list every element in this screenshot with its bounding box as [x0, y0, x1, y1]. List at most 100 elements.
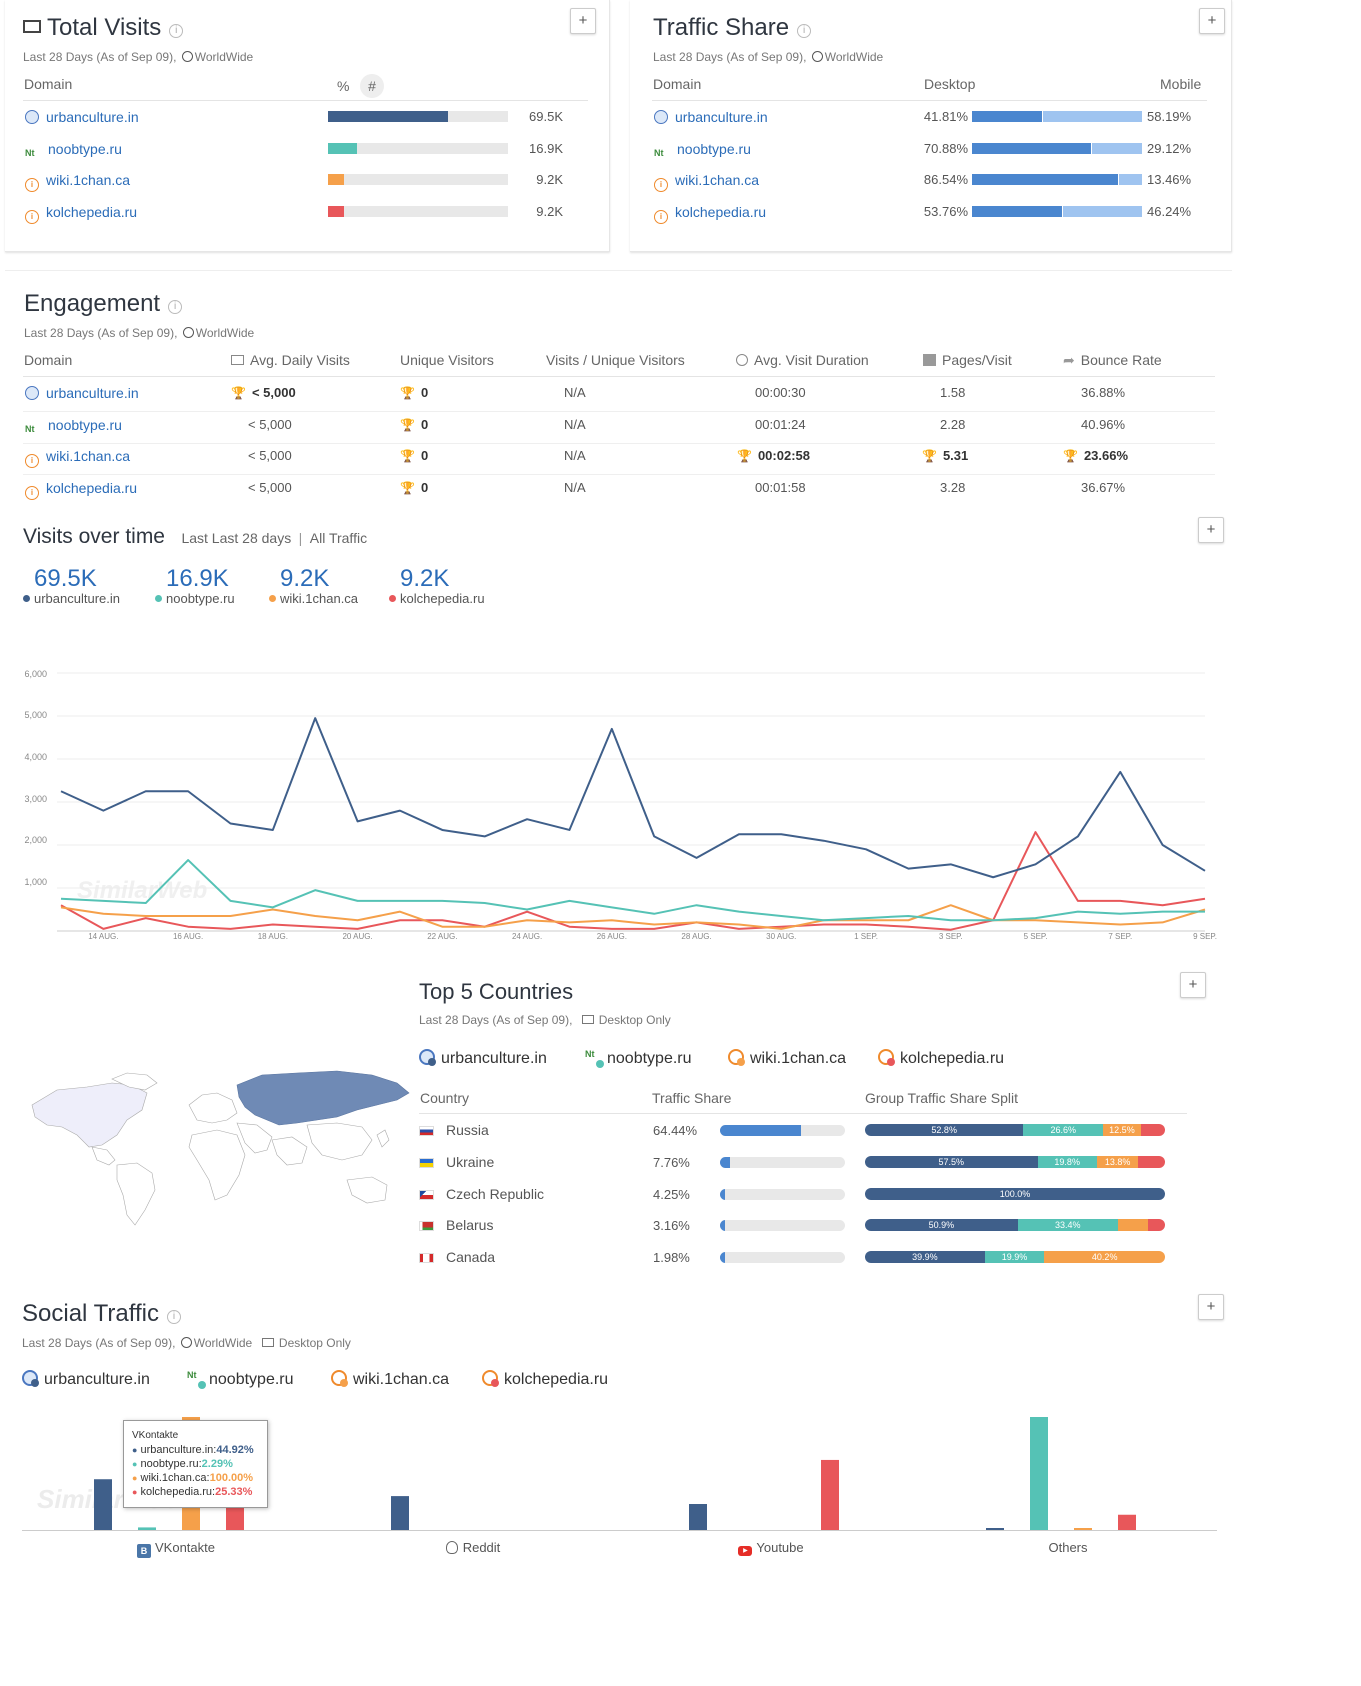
country-name[interactable]: Canada	[419, 1249, 495, 1265]
share-bar	[328, 174, 508, 186]
add-button[interactable]: +	[1198, 1294, 1224, 1320]
col-avg-visit-duration: Avg. Visit Duration	[736, 352, 869, 368]
domain-link[interactable]: urbanculture.in	[654, 109, 768, 125]
info-icon[interactable]: i	[797, 23, 812, 38]
series-line[interactable]	[60, 717, 1206, 879]
split-segment[interactable]	[1140, 1124, 1165, 1136]
series-color-dot	[198, 1381, 206, 1389]
traffic-filter[interactable]: All Traffic	[309, 530, 368, 546]
domain-legend-item[interactable]: urbanculture.in	[22, 1370, 150, 1389]
info-icon[interactable]: i	[169, 23, 184, 38]
split-segment[interactable]: 19.9%	[984, 1251, 1045, 1264]
share-bar	[328, 111, 508, 122]
series-line[interactable]	[60, 904, 1206, 930]
series-line[interactable]	[60, 831, 1206, 931]
series-total-label: noobtype.ru	[155, 591, 235, 606]
bar[interactable]	[986, 1528, 1004, 1530]
add-button[interactable]: +	[1198, 517, 1224, 543]
total-visits-subtitle: Last 28 Days (As of Sep 09), WorldWide	[23, 50, 254, 64]
period-filter[interactable]: Last Last 28 days	[181, 530, 292, 546]
bar[interactable]	[391, 1496, 409, 1530]
toggle-percent[interactable]: %	[337, 78, 350, 94]
split-segment[interactable]	[1117, 1219, 1148, 1232]
domain-link[interactable]: urbanculture.in	[25, 385, 139, 401]
country-name[interactable]: Ukraine	[419, 1154, 494, 1170]
split-segment[interactable]: 26.6%	[1023, 1124, 1104, 1136]
domain-link[interactable]: i wiki.1chan.ca	[654, 172, 759, 193]
domain-legend-item[interactable]: kolchepedia.ru	[878, 1049, 1004, 1068]
row-divider	[23, 474, 1215, 476]
bar[interactable]	[1030, 1417, 1048, 1530]
clock-icon	[736, 354, 748, 366]
split-segment[interactable]: 40.2%	[1044, 1251, 1165, 1264]
split-segment[interactable]: 12.5%	[1103, 1124, 1141, 1136]
country-name[interactable]: Belarus	[419, 1217, 493, 1233]
category-label[interactable]: B VKontakte	[116, 1540, 236, 1558]
country-name[interactable]: Czech Republic	[419, 1186, 544, 1202]
split-segment[interactable]: 50.9%	[865, 1219, 1018, 1232]
avg-visit-duration: 🏆 00:02:58	[737, 448, 810, 464]
info-icon[interactable]: i	[166, 1309, 181, 1324]
nt-favicon-icon: Nt	[654, 147, 664, 158]
bar[interactable]	[689, 1504, 707, 1530]
split-segment[interactable]	[1138, 1155, 1165, 1168]
domain-link[interactable]: i wiki.1chan.ca	[25, 448, 130, 469]
add-button[interactable]: +	[1199, 8, 1225, 34]
mobile-value: 13.46%	[1147, 172, 1192, 188]
domain-link[interactable]: i kolchepedia.ru	[654, 204, 766, 225]
series-total[interactable]: 9.2K kolchepedia.ru	[389, 565, 485, 606]
trophy-icon: 🏆	[400, 449, 415, 464]
visits-line-chart[interactable]	[57, 665, 1217, 935]
series-color-dot	[491, 1379, 499, 1387]
add-button[interactable]: +	[570, 8, 596, 34]
series-line[interactable]	[60, 859, 1205, 922]
bar[interactable]	[821, 1459, 839, 1530]
split-segment[interactable]: 100.0%	[865, 1187, 1165, 1200]
info-icon[interactable]: i	[168, 299, 183, 314]
share-arrow-icon: ➦	[1063, 352, 1075, 368]
country-name[interactable]: Russia	[419, 1122, 489, 1138]
domain-legend-item[interactable]: wiki.1chan.ca	[331, 1370, 449, 1389]
toggle-number[interactable]: #	[360, 74, 384, 98]
domain-legend-item[interactable]: wiki.1chan.ca	[728, 1049, 846, 1068]
domain-link[interactable]: Nt noobtype.ru	[25, 140, 122, 158]
series-total[interactable]: 9.2K wiki.1chan.ca	[269, 565, 358, 606]
domain-link[interactable]: Nt noobtype.ru	[25, 416, 122, 434]
russia-region[interactable]	[236, 1070, 410, 1126]
split-segment[interactable]: 52.8%	[865, 1124, 1024, 1136]
globe-icon	[180, 1337, 192, 1348]
category-label[interactable]: Others	[1048, 1540, 1088, 1555]
category-label[interactable]: Reddit	[413, 1540, 533, 1555]
domain-link[interactable]: i kolchepedia.ru	[25, 204, 137, 225]
series-total[interactable]: 69.5K urbanculture.in	[23, 565, 120, 606]
split-segment[interactable]: 19.8%	[1037, 1155, 1097, 1168]
split-segment[interactable]: 33.4%	[1017, 1219, 1118, 1232]
globe-favicon-icon	[25, 110, 39, 124]
country-share-value: 4.25%	[653, 1186, 690, 1202]
domain-link[interactable]: i kolchepedia.ru	[25, 480, 137, 501]
bar[interactable]	[1118, 1514, 1136, 1530]
domain-legend-item[interactable]: urbanculture.in	[419, 1049, 547, 1068]
domain-link[interactable]: urbanculture.in	[25, 109, 139, 125]
bar[interactable]	[94, 1479, 112, 1530]
series-total[interactable]: 16.9K noobtype.ru	[155, 565, 235, 606]
domain-legend-item[interactable]: Nt noobtype.ru	[585, 1049, 692, 1068]
domain-link[interactable]: i wiki.1chan.ca	[25, 172, 130, 193]
domain-favicon-icon: Nt	[187, 1370, 206, 1389]
add-button[interactable]: +	[1180, 972, 1206, 998]
domain-link[interactable]: Nt noobtype.ru	[654, 140, 751, 158]
domain-legend-item[interactable]: Nt noobtype.ru	[187, 1370, 294, 1389]
category-label[interactable]: ▶ Youtube	[711, 1540, 831, 1556]
traffic-share-title: Traffic Share	[653, 14, 790, 41]
world-map[interactable]	[17, 1065, 417, 1235]
split-segment[interactable]: 39.9%	[865, 1251, 985, 1264]
bar[interactable]	[138, 1527, 156, 1530]
unique-visitors: 🏆 0	[400, 416, 429, 432]
split-segment[interactable]	[1147, 1219, 1165, 1232]
desktop-value: 41.81%	[923, 109, 968, 124]
bar[interactable]	[226, 1501, 244, 1530]
split-segment[interactable]: 57.5%	[865, 1155, 1038, 1168]
split-segment[interactable]: 13.8%	[1096, 1155, 1139, 1168]
bar[interactable]	[1074, 1528, 1092, 1530]
domain-legend-item[interactable]: kolchepedia.ru	[482, 1370, 608, 1389]
